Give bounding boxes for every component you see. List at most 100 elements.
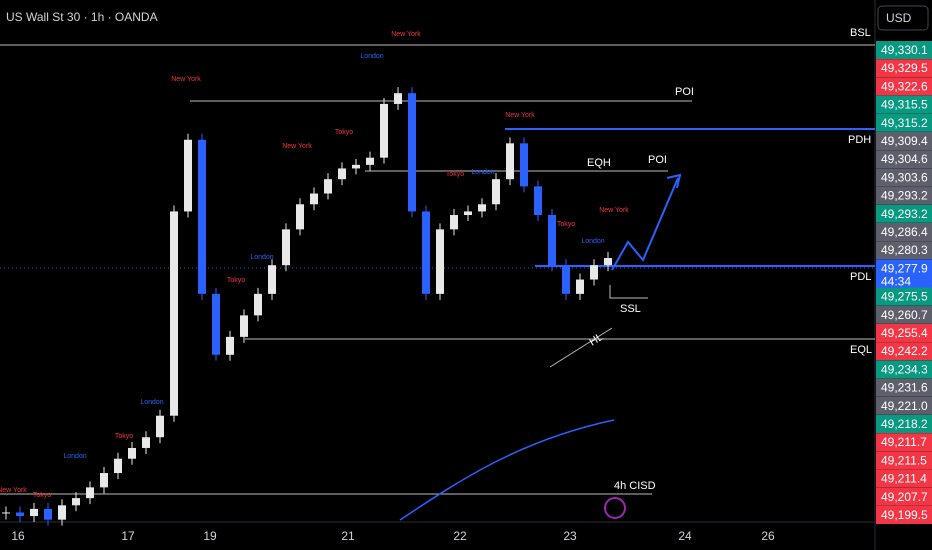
session-label: London: [581, 238, 604, 245]
projection-arrow: [611, 177, 679, 271]
session-label: Tokyo: [227, 277, 245, 284]
candle: [380, 103, 388, 158]
price-text: 49,293.2: [881, 189, 928, 203]
candle: [16, 512, 24, 517]
event-icon[interactable]: [604, 497, 626, 519]
candle: [422, 211, 430, 294]
price-text: 49,322.6: [881, 79, 928, 93]
session-label: Tokyo: [557, 221, 575, 228]
candle: [58, 505, 66, 520]
x-label: 17: [121, 529, 135, 543]
poi-label: POI: [675, 86, 694, 98]
price-text: 49,304.6: [881, 152, 928, 166]
candle: [44, 508, 52, 520]
pdl-label: PDL: [850, 271, 871, 283]
price-tag: [876, 487, 932, 506]
candle: [324, 179, 332, 194]
price-text: 49,286.4: [881, 225, 928, 239]
price-tag: [876, 469, 932, 488]
session-label: Tokyo: [335, 129, 353, 136]
price-text: 49,260.7: [881, 308, 928, 322]
pdh-label: PDH: [848, 134, 871, 146]
candle: [534, 186, 542, 216]
ssl-label: SSL: [620, 303, 641, 315]
session-label: London: [250, 254, 273, 261]
price-tag: [876, 396, 932, 415]
session-label: London: [360, 53, 383, 60]
price-text: 49,309.4: [881, 134, 928, 148]
price-text: 49,211.4: [881, 472, 927, 486]
ma-line: [399, 419, 615, 521]
candle: [604, 258, 612, 266]
price-tag: [876, 378, 932, 397]
currency-button[interactable]: [877, 5, 929, 31]
price-text: 49,221.0: [881, 399, 928, 413]
currency: USD: [886, 11, 912, 25]
candle: [254, 293, 262, 316]
x-label: 24: [678, 529, 692, 543]
candle: [86, 487, 94, 499]
candle: [506, 143, 514, 180]
poi-label-2: POI: [648, 154, 667, 166]
session-label: London: [63, 453, 86, 460]
candle: [240, 315, 248, 337]
price-text: 49,315.5: [881, 98, 928, 112]
x-label: 26: [761, 529, 775, 543]
candle: [282, 229, 290, 266]
price-text: 49,218.2: [881, 417, 928, 431]
session-label: Tokyo: [446, 171, 464, 178]
candle: [198, 139, 206, 294]
session-label: London: [140, 399, 163, 406]
price-tag: [876, 506, 932, 524]
session-label: New York: [0, 487, 27, 494]
countdown: 44:34: [881, 274, 911, 288]
candle: [30, 508, 38, 517]
candle: [114, 458, 122, 474]
candle: [226, 336, 234, 355]
candle: [520, 143, 528, 187]
x-label: 23: [563, 529, 577, 543]
price-tag: [876, 77, 932, 96]
candle: [366, 157, 374, 165]
symbol: US Wall St 30 · 1h · OANDA: [6, 10, 158, 24]
x-label: 16: [11, 529, 25, 543]
price-text: 49,234.3: [881, 362, 928, 376]
x-label: 19: [203, 529, 217, 543]
candle: [142, 437, 150, 448]
candle: [296, 204, 304, 230]
price-text: 49,329.5: [881, 61, 928, 75]
candle: [492, 179, 500, 205]
price-tag: [876, 360, 932, 379]
session-label: New York: [599, 207, 629, 214]
price-tag: [876, 342, 932, 361]
price-tag: [876, 150, 932, 169]
candle: [100, 473, 108, 488]
price-text: 49,315.2: [881, 116, 928, 130]
price-tag: [876, 241, 932, 260]
price-tag: [876, 113, 932, 132]
candle: [268, 265, 276, 294]
candle: [394, 93, 402, 104]
price-text: 49,255.4: [881, 326, 928, 340]
price-text: 49,293.2: [881, 207, 928, 221]
price-tag: [876, 186, 932, 205]
hl-line: [549, 327, 613, 368]
candle: [170, 211, 178, 416]
price-text: 49,280.3: [881, 243, 928, 257]
price-text: 49,303.6: [881, 170, 928, 184]
candle: [72, 498, 80, 506]
price-text: 49,242.2: [881, 344, 928, 358]
price-tag: [876, 95, 932, 114]
candle: [212, 293, 220, 355]
price-tag: [876, 287, 932, 306]
price-text: 49,199.5: [881, 508, 928, 522]
price-tag: [876, 451, 932, 470]
candle: [352, 164, 360, 169]
candle: [576, 279, 584, 294]
session-label: Tokyo: [33, 492, 51, 499]
price-text: 49,275.5: [881, 290, 928, 304]
candle: [478, 204, 486, 212]
session-label: London: [471, 169, 494, 176]
